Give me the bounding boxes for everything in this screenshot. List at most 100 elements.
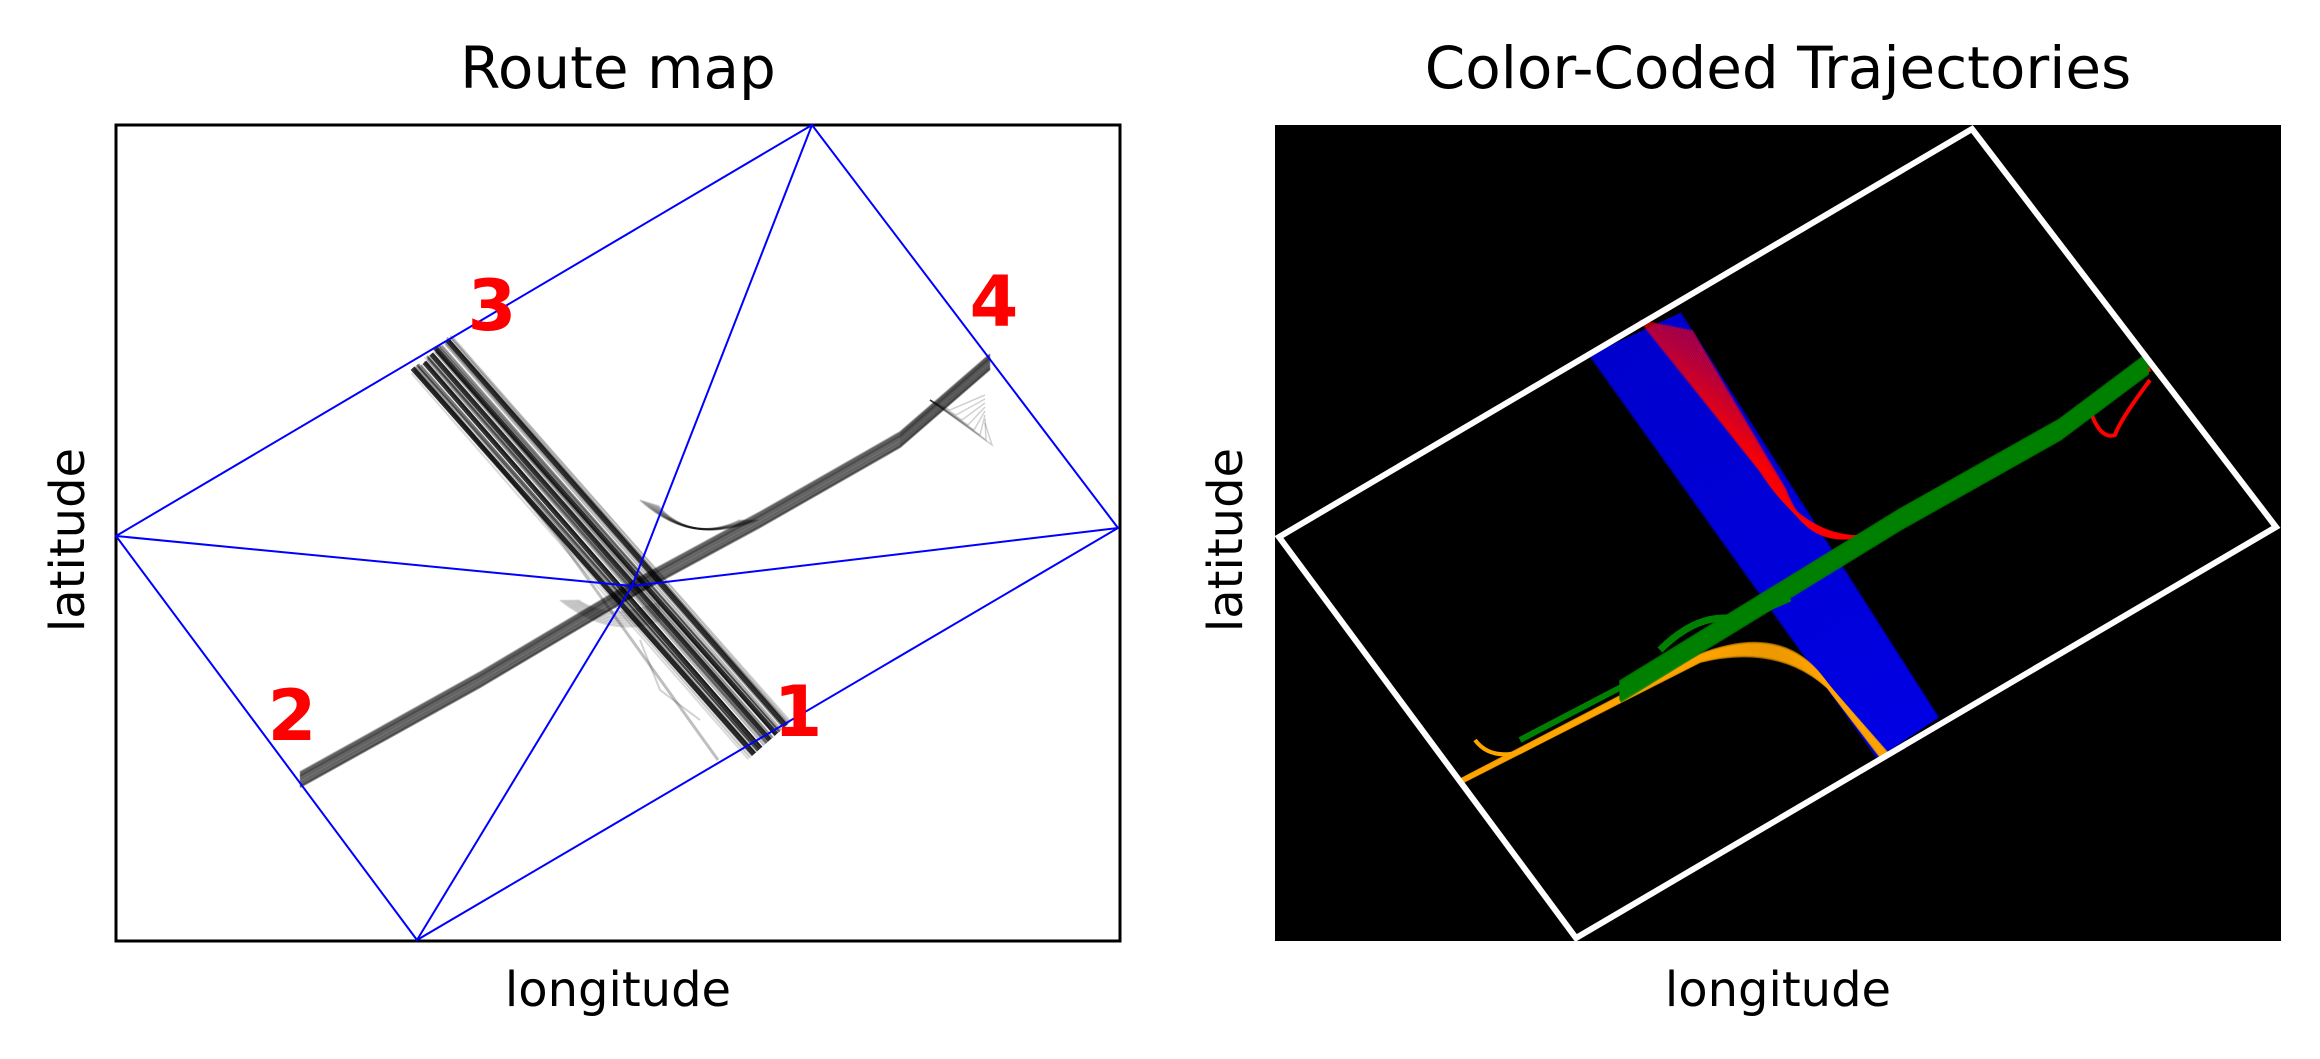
sw-ne-trajectory — [299, 367, 991, 788]
turning-trajectory — [577, 599, 661, 613]
route-map-xlabel: longitude — [505, 962, 731, 1018]
sw-ne-trajectory — [299, 355, 991, 776]
turning-trajectory — [649, 502, 751, 531]
color-coded-xlabel: longitude — [1665, 962, 1891, 1018]
orange-trajectory-outlier — [1473, 698, 1621, 757]
blue-trajectory — [1678, 312, 1940, 719]
nw-se-trajectory — [429, 352, 772, 742]
route-map-ylabel: latitude — [40, 448, 96, 632]
nw-se-trajectory — [426, 358, 765, 746]
nw-se-trajectory — [446, 337, 789, 726]
nw-se-trajectory — [422, 360, 763, 751]
nw-se-trajectory — [449, 335, 792, 723]
red-trajectory-outlier — [2038, 378, 2152, 442]
turning-trajectory — [653, 503, 755, 531]
color-coded-panel: Color-Coded Trajectories longitude latit… — [1198, 34, 2281, 1018]
turning-trajectory — [575, 599, 661, 614]
nw-se-trajectory — [438, 344, 781, 733]
frayed-trajectory — [929, 394, 986, 411]
sw-ne-trajectory — [299, 368, 991, 789]
sw-ne-trajectory — [299, 362, 991, 782]
green-trajectory — [1657, 594, 1792, 653]
turning-trajectory — [643, 500, 745, 531]
frayed-trajectory — [929, 399, 994, 447]
orange-trajectory — [1459, 654, 1891, 785]
sw-ne-trajectory — [299, 363, 991, 784]
sw-ne-trajectory — [299, 360, 991, 780]
sw-ne-trajectory — [299, 359, 991, 780]
stray-trajectory — [639, 639, 701, 721]
nw-se-trajectory — [446, 336, 790, 725]
nw-se-trajectory — [430, 352, 772, 741]
nw-se-trajectory — [415, 366, 757, 754]
sw-ne-trajectory — [299, 364, 991, 785]
green-trajectory — [1618, 371, 2150, 703]
nw-se-trajectory — [439, 344, 782, 732]
nw-se-trajectory — [423, 356, 768, 744]
boundary-outline — [1274, 125, 2281, 942]
turning-trajectory — [655, 504, 757, 531]
nw-se-trajectory — [445, 338, 788, 728]
nw-se-trajectory — [416, 364, 759, 752]
nw-se-trajectory — [432, 353, 771, 741]
sw-ne-trajectory — [299, 366, 991, 787]
corner-label-4: 4 — [970, 261, 1019, 343]
nw-se-trajectory — [417, 366, 757, 754]
nw-se-trajectory — [450, 337, 789, 726]
nw-se-trajectory — [420, 364, 759, 752]
frayed-trajectory — [929, 398, 986, 416]
color-coded-ylabel: latitude — [1198, 448, 1254, 632]
sw-ne-trajectory — [299, 354, 991, 775]
nw-se-trajectory — [441, 344, 781, 733]
nw-se-trajectory — [410, 366, 756, 756]
color-coded-boundary — [1274, 125, 2281, 942]
turning-trajectory — [573, 599, 661, 616]
turning-trajectory — [559, 599, 661, 628]
frayed-trajectory — [929, 399, 986, 432]
turning-trajectory — [657, 504, 759, 531]
frayed-trajectory — [929, 399, 987, 442]
nw-se-trajectory — [428, 355, 769, 743]
color-coded-trajectories — [1459, 312, 2152, 785]
nw-se-trajectory — [426, 354, 769, 743]
sw-ne-trajectory — [299, 354, 991, 774]
nw-se-trajectory — [444, 343, 783, 731]
boundary-spoke — [631, 124, 813, 587]
corner-label-1: 1 — [774, 671, 823, 753]
sw-ne-trajectory — [299, 365, 991, 786]
turning-trajectory — [647, 501, 749, 531]
nw-se-trajectory — [410, 372, 750, 760]
route-map-corner-labels: 1 2 3 4 — [268, 261, 1019, 757]
sw-ne-trajectory — [299, 357, 991, 778]
route-map-title: Route map — [460, 34, 776, 102]
sw-ne-trajectory — [299, 361, 991, 781]
route-map-boundary — [114, 123, 1120, 942]
green-trajectory — [1518, 669, 1652, 743]
turning-trajectory — [645, 501, 747, 531]
boundary-spoke — [416, 585, 633, 941]
nw-se-trajectory — [451, 336, 791, 724]
nw-se-trajectory — [444, 341, 785, 729]
nw-se-trajectory — [433, 346, 779, 736]
frayed-trajectory — [929, 399, 986, 421]
nw-se-trajectory — [427, 356, 768, 744]
turning-trajectory — [639, 499, 741, 530]
boundary-spoke — [631, 527, 1119, 587]
stray-trajectory — [414, 365, 720, 761]
sw-ne-trajectory — [299, 358, 991, 779]
route-map-panel: Route map 1 2 3 4 longitude latitude — [40, 34, 1122, 1018]
frayed-trajectory — [929, 399, 986, 426]
nw-se-trajectory — [434, 351, 774, 739]
nw-se-trajectory — [426, 355, 768, 744]
corner-label-2: 2 — [268, 675, 317, 757]
frayed-trajectory — [929, 399, 986, 437]
nw-se-trajectory — [437, 345, 781, 733]
nw-se-trajectory — [424, 360, 763, 749]
sw-ne-trajectory — [299, 363, 991, 783]
sw-ne-trajectory — [299, 353, 991, 773]
nw-se-trajectory — [426, 357, 767, 745]
turning-trajectory — [641, 499, 743, 531]
turning-trajectory — [561, 599, 661, 626]
nw-se-trajectory — [416, 364, 759, 752]
nw-se-trajectory — [413, 366, 756, 755]
